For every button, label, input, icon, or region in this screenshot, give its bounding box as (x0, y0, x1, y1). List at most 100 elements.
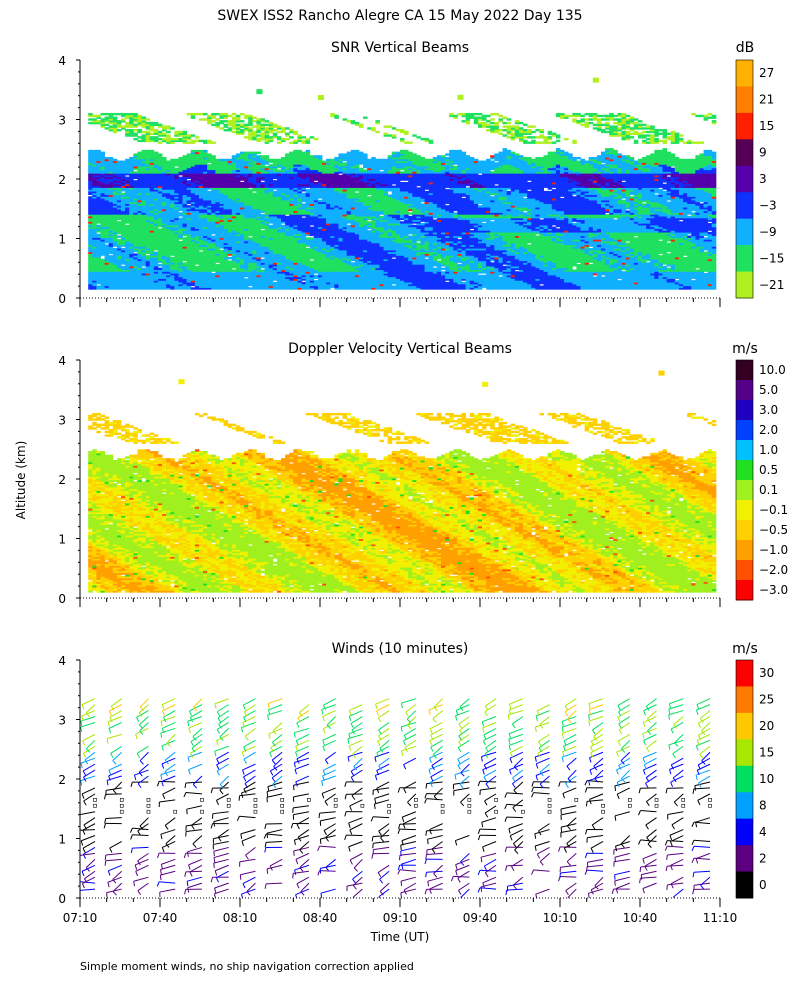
heatmap-cell (235, 260, 241, 263)
heatmap-cell (252, 228, 257, 231)
heatmap-cell (240, 164, 245, 167)
heatmap-cell (231, 181, 237, 185)
heatmap-cell (145, 199, 151, 203)
heatmap-cell (133, 201, 138, 204)
heatmap-cell (207, 246, 212, 249)
heatmap-cell (178, 242, 183, 246)
heatmap-cell (137, 256, 142, 260)
heatmap-cell (330, 251, 335, 254)
heatmap-cell (112, 239, 118, 242)
heatmap-cell (272, 224, 278, 228)
heatmap-cell (174, 267, 179, 271)
heatmap-cell (252, 285, 257, 288)
heatmap-cell (281, 215, 286, 219)
heatmap-cell (170, 214, 175, 217)
heatmap-cell (186, 256, 192, 260)
heatmap-cell (326, 162, 331, 165)
heatmap-cell (248, 228, 253, 231)
heatmap-cell (268, 187, 274, 190)
heatmap-cell (215, 249, 220, 253)
heatmap-cell (235, 171, 241, 174)
heatmap-cell (121, 217, 126, 221)
heatmap-cell (88, 278, 93, 281)
heatmap-cell (309, 219, 315, 222)
heatmap-cell (198, 149, 204, 153)
heatmap-cell (190, 167, 196, 171)
heatmap-cell (186, 267, 192, 271)
heatmap-cell (305, 256, 311, 260)
heatmap-cell (256, 287, 261, 290)
heatmap-cell (264, 280, 270, 283)
heatmap-cell (100, 174, 106, 178)
heatmap-cell (244, 260, 249, 263)
heatmap-cell (342, 256, 348, 260)
heatmap-cell (100, 221, 106, 224)
heatmap-cell (194, 158, 200, 162)
heatmap-cell (194, 192, 200, 196)
heatmap-cell (194, 203, 200, 206)
heatmap-cell (264, 262, 270, 265)
heatmap-cell (96, 121, 101, 125)
heatmap-cell (174, 217, 179, 221)
heatmap-cell (326, 260, 331, 263)
heatmap-cell (330, 167, 335, 171)
heatmap-cell (92, 206, 97, 210)
heatmap-cell (297, 180, 302, 183)
heatmap-cell (313, 187, 319, 190)
heatmap-cell (235, 226, 241, 229)
heatmap-cell (293, 260, 298, 263)
heatmap-cell (338, 198, 343, 201)
heatmap-cell (198, 158, 204, 162)
heatmap-cell (305, 260, 311, 263)
heatmap-cell (240, 235, 245, 238)
heatmap-cell (227, 217, 233, 221)
heatmap-cell (88, 189, 93, 192)
heatmap-cell (145, 178, 151, 181)
heatmap-cell (227, 121, 233, 125)
heatmap-cell (121, 206, 126, 210)
heatmap-cell (190, 224, 196, 228)
heatmap-cell (322, 176, 327, 180)
heatmap-cell (252, 187, 257, 190)
heatmap-cell (125, 287, 130, 290)
heatmap-cell (297, 221, 302, 224)
heatmap-cell (104, 160, 110, 163)
heatmap-cell (276, 233, 282, 237)
heatmap-cell (108, 251, 114, 254)
heatmap-cell (297, 215, 302, 219)
heatmap-cell (170, 176, 175, 180)
heatmap-cell (235, 199, 241, 203)
heatmap-cell (88, 183, 93, 187)
heatmap-cell (137, 173, 142, 176)
heatmap-cell (223, 283, 229, 287)
heatmap-cell (240, 151, 245, 155)
heatmap-cell (141, 235, 147, 238)
heatmap-cell (317, 176, 323, 180)
heatmap-cell (170, 164, 175, 167)
heatmap-cell (338, 153, 343, 156)
heatmap-cell (281, 273, 286, 276)
heatmap-cell (162, 273, 167, 276)
heatmap-cell (149, 162, 155, 165)
heatmap-cell (305, 173, 311, 176)
heatmap-cell (182, 248, 188, 251)
heatmap-cell (240, 230, 245, 233)
heatmap-cell (96, 273, 101, 276)
heatmap-cell (153, 274, 159, 278)
heatmap-cell (244, 237, 249, 240)
heatmap-cell (121, 278, 126, 281)
heatmap-cell (244, 155, 249, 158)
heatmap-cell (129, 235, 134, 238)
heatmap-cell (133, 215, 138, 219)
heatmap-cell (157, 174, 163, 178)
heatmap-cell (121, 169, 126, 172)
heatmap-cell (149, 258, 155, 262)
heatmap-cell (313, 199, 319, 203)
heatmap-cell (289, 160, 294, 163)
heatmap-cell (256, 215, 261, 219)
heatmap-cell (121, 192, 126, 196)
heatmap-cell (207, 224, 212, 228)
heatmap-cell (174, 183, 179, 187)
heatmap-cell (141, 125, 147, 128)
heatmap-cell (342, 244, 348, 247)
